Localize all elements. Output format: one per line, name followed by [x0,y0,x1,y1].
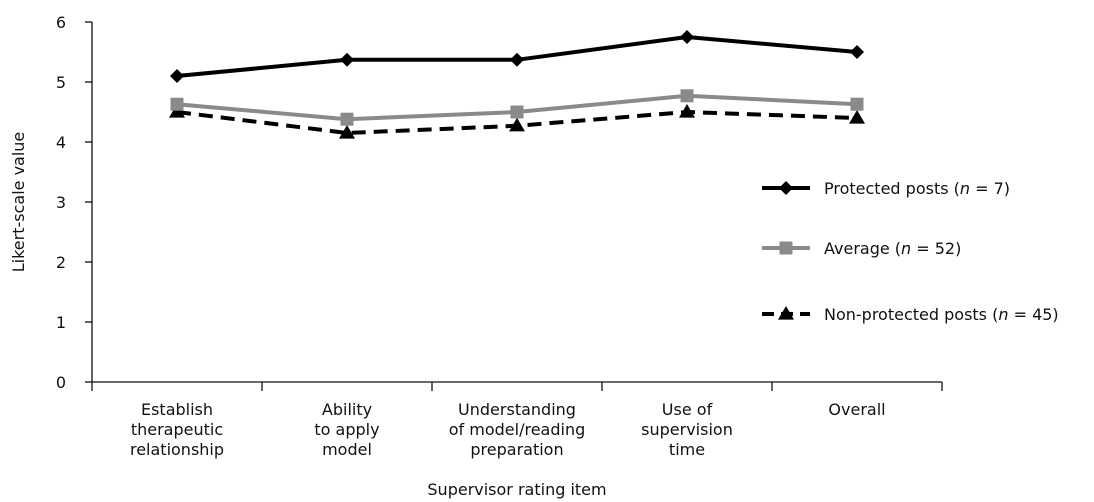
series-0 [170,30,864,83]
data-point [680,30,694,44]
series-2 [169,104,865,139]
data-point [340,112,354,126]
x-category-label: Establish therapeutic relationship [130,400,224,459]
data-point [509,117,525,132]
data-point [680,89,694,103]
axes [91,22,942,383]
data-point [339,125,355,139]
x-axis-title: Supervisor rating item [427,480,606,499]
y-ticks: 0 1 2 3 4 5 6 [56,13,92,392]
legend: Protected posts (n = 7) Average (n = 52) N… [762,179,1059,324]
x-category-label: Overall [828,400,885,419]
y-tick-label: 2 [56,253,66,272]
x-category-label: Understanding of model/reading preparation [449,400,586,459]
legend-item: Non-protected posts (n = 45) [762,305,1059,324]
data-point [169,104,185,118]
data-point [679,104,695,118]
x-category-label: Ability to apply model [314,400,379,459]
y-tick-label: 3 [56,193,66,212]
y-tick-label: 6 [56,13,66,32]
y-axis-title: Likert-scale value [9,132,28,273]
legend-swatch-marker [779,181,793,195]
legend-label: Non-protected posts (n = 45) [824,305,1059,324]
x-category-label: Use of supervision time [641,400,733,459]
data-point [170,97,184,111]
data-point [340,52,354,67]
series-layer [169,30,865,139]
y-tick-label: 1 [56,313,66,332]
data-point [850,45,864,59]
data-point [510,52,524,67]
legend-label: Average (n = 52) [824,239,961,258]
x-ticks: Establish therapeutic relationship Ability t… [91,382,943,459]
series-1 [170,89,864,126]
legend-swatch-marker [778,306,794,320]
data-point [850,97,864,111]
data-point [170,69,184,83]
y-tick-label: 5 [56,73,66,92]
legend-item: Protected posts (n = 7) [762,179,1010,198]
data-point [510,105,524,119]
y-tick-label: 4 [56,133,66,152]
legend-swatch-marker [779,241,793,255]
legend-label: Protected posts (n = 7) [824,179,1010,198]
data-point [849,110,865,124]
y-tick-label: 0 [56,373,66,392]
legend-item: Average (n = 52) [762,239,961,258]
